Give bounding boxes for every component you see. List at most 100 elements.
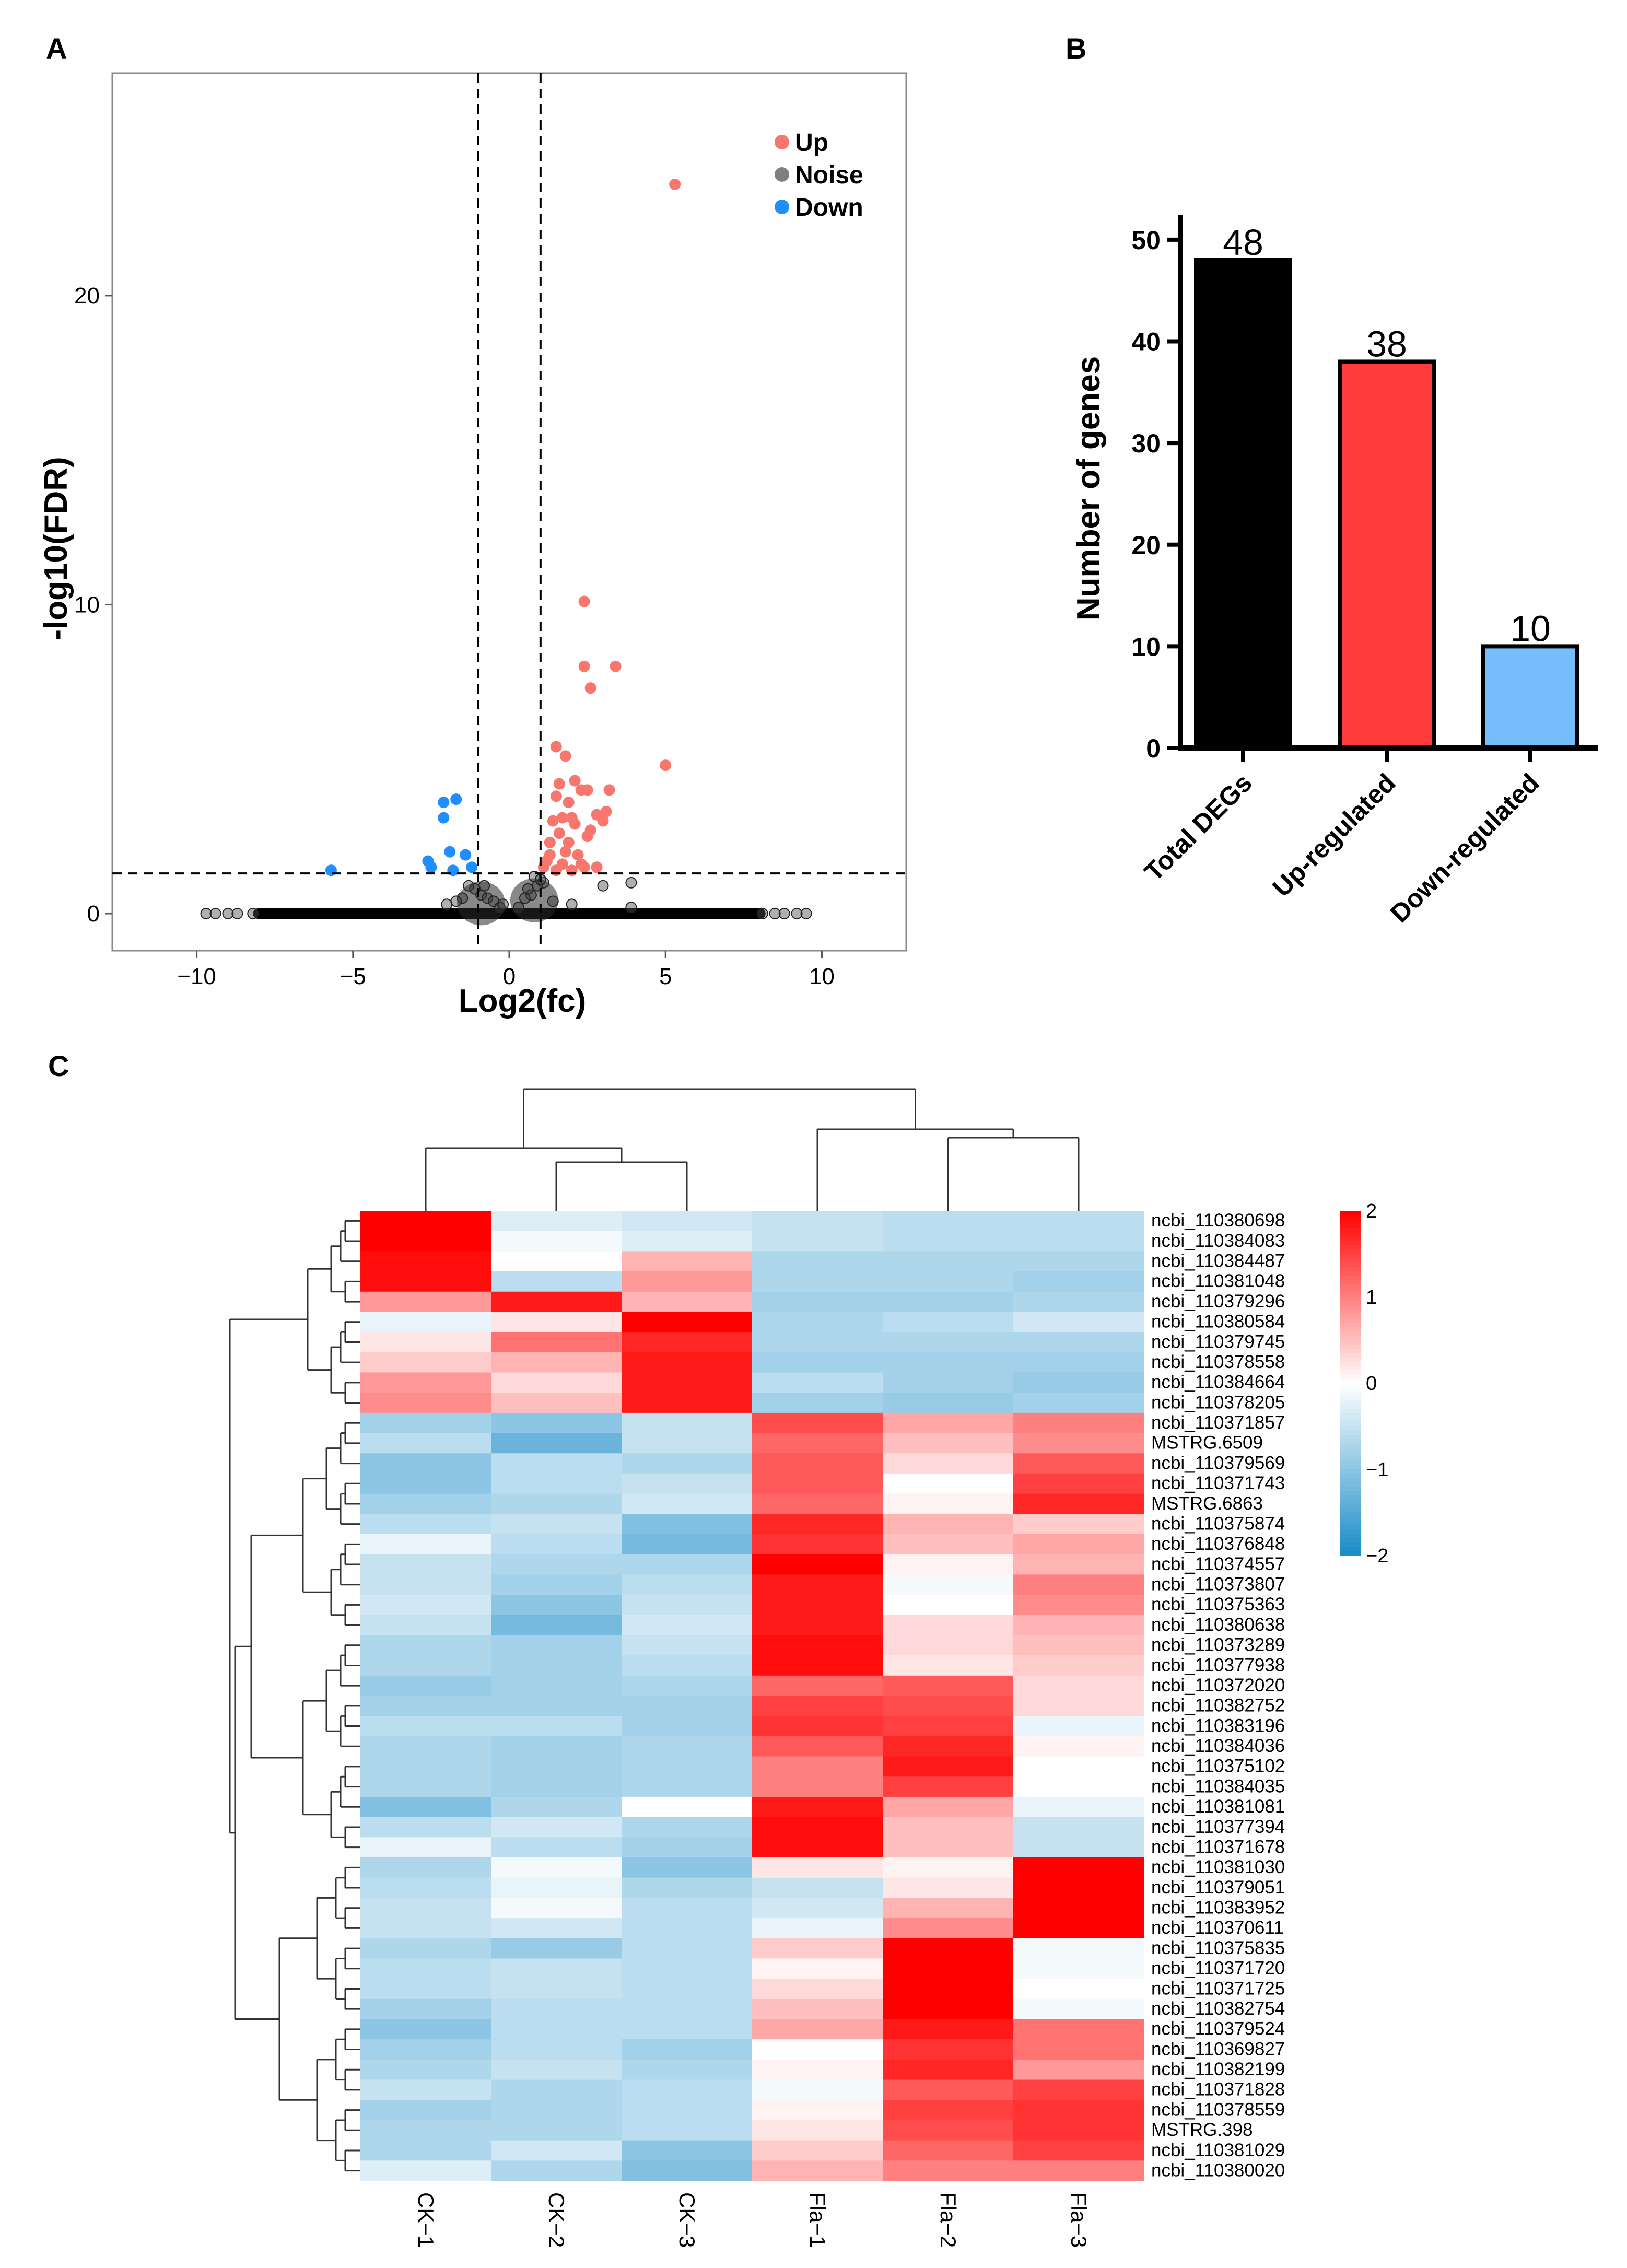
heatmap-cell bbox=[1013, 1998, 1144, 2020]
colorbar-step bbox=[1340, 1435, 1361, 1440]
colorbar-step bbox=[1340, 1430, 1361, 1435]
heatmap-cell bbox=[360, 1979, 491, 2000]
colorbar-step bbox=[1340, 1538, 1361, 1544]
heatmap-cell bbox=[1013, 1352, 1144, 1373]
heatmap-cell bbox=[1013, 1675, 1144, 1697]
legend-label-down: Down bbox=[795, 194, 863, 221]
heatmap-cell bbox=[1013, 1635, 1144, 1656]
heatmap-cell bbox=[883, 1393, 1014, 1413]
heatmap-cell bbox=[622, 1251, 753, 1272]
heatmap-cell bbox=[360, 1453, 491, 1474]
heatmap-cell bbox=[360, 2039, 491, 2060]
heatmap-cell bbox=[491, 1756, 622, 1777]
heatmap-cell bbox=[1013, 1453, 1144, 1474]
heatmap-cell bbox=[752, 1534, 883, 1555]
heatmap-cell bbox=[752, 1655, 883, 1676]
heatmap-cell bbox=[622, 1473, 753, 1494]
row-label: ncbi_110371857 bbox=[1151, 1412, 1285, 1433]
volcano-up-point bbox=[597, 815, 609, 827]
row-label: ncbi_110373807 bbox=[1151, 1574, 1285, 1595]
heatmap-cell bbox=[360, 1291, 491, 1313]
heatmap-cell bbox=[752, 1918, 883, 1939]
heatmap-cell bbox=[622, 1554, 753, 1575]
heatmap-cell bbox=[1013, 1514, 1144, 1535]
volcano-noise-point bbox=[200, 908, 212, 920]
colorbar-step bbox=[1340, 1305, 1361, 1311]
volcano-noise-point bbox=[791, 908, 803, 920]
volcano-x-axis-title: Log2(fc) bbox=[459, 983, 587, 1019]
colorbar-step bbox=[1340, 1374, 1361, 1379]
heatmap-cell bbox=[883, 1332, 1014, 1353]
column-label: Fla−2 bbox=[936, 2192, 961, 2248]
heatmap-cell bbox=[883, 1433, 1014, 1454]
row-label: ncbi_110371743 bbox=[1151, 1473, 1285, 1493]
column-label: CK−1 bbox=[414, 2192, 438, 2248]
colorbar-step bbox=[1340, 1301, 1361, 1306]
heatmap-cell bbox=[622, 1493, 753, 1514]
colorbar-step bbox=[1340, 1215, 1361, 1220]
heatmap-cell bbox=[883, 2160, 1014, 2181]
heatmap-colorbar: 2 1 0 −1 −2 bbox=[1340, 1200, 1388, 1567]
heatmap-cell bbox=[752, 1251, 883, 1272]
heatmap-cell bbox=[491, 1453, 622, 1474]
heatmap-cell bbox=[752, 1716, 883, 1737]
colorbar-step bbox=[1340, 1405, 1361, 1410]
heatmap-cell bbox=[360, 1534, 491, 1555]
bar-y-axis-title: Number of genes bbox=[1071, 356, 1107, 621]
bar-value-label: 10 bbox=[1510, 608, 1551, 649]
heatmap-cell bbox=[1013, 1817, 1144, 1838]
row-label: ncbi_110382752 bbox=[1151, 1696, 1285, 1716]
volcano-noise-point bbox=[778, 908, 790, 920]
heatmap-cell bbox=[491, 1716, 622, 1737]
volcano-noise-point bbox=[209, 908, 221, 920]
row-label: ncbi_110371828 bbox=[1151, 2079, 1285, 2100]
row-label: ncbi_110375874 bbox=[1151, 1513, 1285, 1534]
heatmap-cell bbox=[752, 1453, 883, 1474]
colorbar-tick-label: −2 bbox=[1366, 1545, 1388, 1567]
colorbar-step bbox=[1340, 1551, 1361, 1556]
heatmap-cell bbox=[752, 2039, 883, 2060]
volcano-noise-band bbox=[253, 908, 766, 919]
colorbar-step bbox=[1340, 1232, 1361, 1237]
heatmap-cell bbox=[491, 1877, 622, 1898]
colorbar-tick-label: 1 bbox=[1366, 1287, 1377, 1308]
heatmap-cell bbox=[622, 1352, 753, 1373]
heatmap-cell bbox=[752, 1493, 883, 1514]
heatmap-cell bbox=[883, 1271, 1014, 1292]
heatmap-cell bbox=[752, 1473, 883, 1494]
volcano-up-point bbox=[553, 778, 565, 790]
heatmap-cell bbox=[1013, 1796, 1144, 1818]
volcano-up-point bbox=[581, 784, 593, 796]
heatmap-cell bbox=[360, 1675, 491, 1697]
heatmap-cell bbox=[752, 1372, 883, 1393]
volcano-noise-point bbox=[597, 880, 609, 892]
volcano-up-point bbox=[603, 784, 615, 796]
colorbar-step bbox=[1340, 1409, 1361, 1414]
heatmap-cell bbox=[622, 1412, 753, 1434]
colorbar-step bbox=[1340, 1357, 1361, 1362]
row-label: ncbi_110373289 bbox=[1151, 1635, 1285, 1655]
heatmap-cell bbox=[752, 2059, 883, 2080]
heatmap-cell bbox=[491, 1312, 622, 1332]
colorbar-step bbox=[1340, 1361, 1361, 1366]
heatmap-cell bbox=[883, 1251, 1014, 1272]
column-dendrogram bbox=[425, 1088, 1080, 1211]
volcano-y-tick-label: 20 bbox=[74, 283, 100, 309]
heatmap-cell bbox=[491, 1291, 622, 1313]
row-label: ncbi_110374557 bbox=[1151, 1554, 1285, 1574]
heatmap-cell bbox=[360, 1493, 491, 1514]
heatmap-cell bbox=[752, 1756, 883, 1777]
heatmap-cell bbox=[752, 1615, 883, 1636]
heatmap-cell bbox=[1013, 1837, 1144, 1858]
heatmap-cell bbox=[883, 1635, 1014, 1656]
heatmap-cell bbox=[1013, 1433, 1144, 1454]
row-label: ncbi_110377938 bbox=[1151, 1655, 1285, 1675]
heatmap-cell bbox=[883, 1655, 1014, 1676]
heatmap-cell bbox=[360, 1595, 491, 1616]
bar-series: 48 38 10 bbox=[1194, 222, 1579, 751]
heatmap-cell bbox=[622, 1312, 753, 1332]
volcano-up-point bbox=[572, 849, 584, 861]
heatmap-cell bbox=[491, 1574, 622, 1595]
heatmap-cell bbox=[883, 2079, 1014, 2100]
colorbar-step bbox=[1340, 1387, 1361, 1393]
